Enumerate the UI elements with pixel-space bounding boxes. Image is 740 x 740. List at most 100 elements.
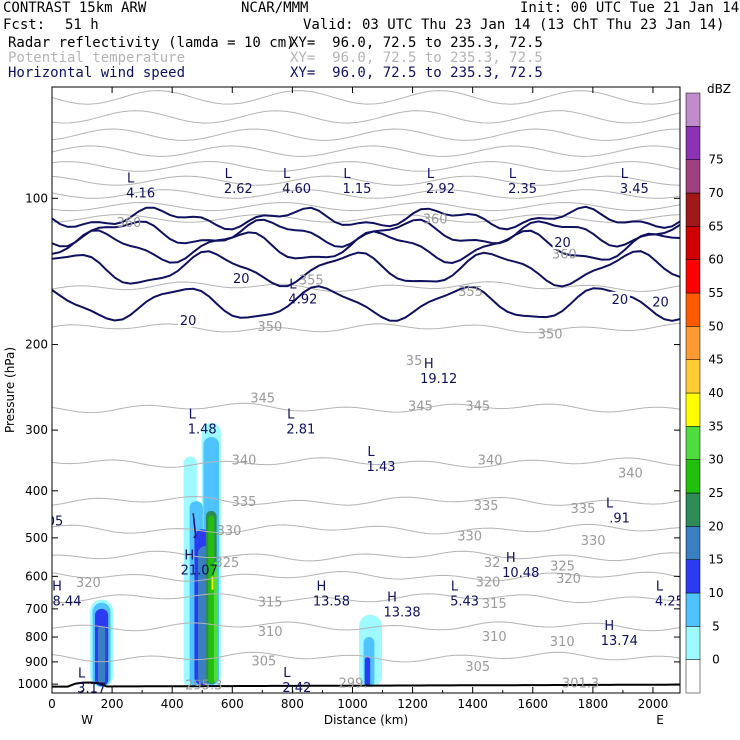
extremum-marker: H <box>52 579 62 594</box>
theta-isentrope-350 <box>52 322 680 334</box>
forecast-hours: 51 h <box>65 17 99 33</box>
colorbar-level-label: 15 <box>708 553 723 567</box>
theta-isentrope-upper <box>52 175 680 186</box>
theta-label: 320 <box>76 576 101 591</box>
theta-isentrope-upper <box>52 214 680 223</box>
x-tick-label: 200 <box>101 697 124 711</box>
extremum-value: 4.25 <box>655 594 684 609</box>
theta-label: 310 <box>258 625 283 640</box>
extremum-marker: L <box>656 579 664 594</box>
theta-label: 315 <box>482 597 507 612</box>
field-wind-name: Horizontal wind speed <box>8 65 186 81</box>
extremum-marker: L <box>509 167 517 182</box>
x-axis-west-label: W <box>81 713 93 727</box>
theta-label: 335 <box>571 502 596 517</box>
extremum-value: 19.12 <box>420 372 457 387</box>
wind-isotach <box>52 250 680 288</box>
colorbar-level-label: 40 <box>708 386 723 400</box>
theta-label: 345 <box>408 400 433 415</box>
field-reflectivity-xy: XY= 96.0, 72.5 to 235.3, 72.5 <box>290 35 543 51</box>
theta-label: 325 <box>214 556 239 571</box>
x-tick-label: 1200 <box>397 697 428 711</box>
theta-label: 360 <box>552 248 577 263</box>
theta-label: 340 <box>478 454 503 469</box>
theta-label: 310 <box>550 635 575 650</box>
extremum-value: 05 <box>47 515 64 530</box>
colorbar-bin <box>685 126 701 160</box>
theta-label: 355 <box>458 285 483 300</box>
colorbar-bin <box>685 359 701 394</box>
extremum-value: 2.92 <box>426 182 455 197</box>
colorbar-level-label: 45 <box>708 353 723 367</box>
theta-label: 305 <box>251 655 276 670</box>
colorbar-unit: dBZ <box>707 82 731 96</box>
extremum-marker: L <box>621 167 629 182</box>
wind-isotach <box>52 229 680 265</box>
y-tick-label: 600 <box>25 569 48 583</box>
theta-label: 345 <box>465 400 490 415</box>
extremum-value: 3.17 <box>77 681 106 696</box>
extremum-marker: L <box>225 167 233 182</box>
theta-contours <box>52 90 680 663</box>
wind-label: 20 <box>233 272 250 287</box>
theta-label: 335 <box>232 495 257 510</box>
y-tick-label: 500 <box>25 531 48 545</box>
extremum-value: 13.74 <box>601 634 638 649</box>
theta-isentrope-upper <box>52 90 680 105</box>
extremum-marker: L <box>283 666 291 681</box>
forecast-label: Fcst: <box>3 17 46 33</box>
colorbar-bin <box>685 592 701 627</box>
theta-label: 350 <box>257 320 282 335</box>
y-tick-label: 100 <box>25 191 48 205</box>
extremum-marker: L <box>189 408 197 423</box>
extremum-marker: L <box>289 277 297 292</box>
extremum-marker: L <box>41 500 49 515</box>
extremum-value: 1.15 <box>343 182 372 197</box>
extremum-value: 21.07 <box>181 563 218 578</box>
extremum-value: 2.42 <box>282 681 311 696</box>
extremum-marker: H <box>317 579 327 594</box>
y-tick-label: 400 <box>25 484 48 498</box>
theta-isentrope-upper <box>52 128 680 141</box>
colorbar-level-label: 30 <box>708 453 723 467</box>
extremum-marker: L <box>451 579 459 594</box>
extremum-marker: H <box>387 591 397 606</box>
wind-label: 20 <box>652 295 669 310</box>
extremum-marker: H <box>604 619 614 634</box>
y-tick-label: 700 <box>25 602 48 616</box>
colorbar-level-label: 0 <box>712 653 720 667</box>
theta-isentrope-320 <box>52 570 680 582</box>
colorbar-level-label: 5 <box>712 619 720 633</box>
extremum-marker: L <box>367 445 375 460</box>
colorbar-level-label: 20 <box>708 519 723 533</box>
extremum-marker: L <box>606 496 614 511</box>
x-tick-label: 800 <box>281 697 304 711</box>
theta-isentrope-upper <box>52 189 680 199</box>
colorbar-level-label: 55 <box>708 286 723 300</box>
y-tick-label: 1000 <box>17 677 48 691</box>
refl-cell-east-15dbz <box>364 657 371 687</box>
colorbar-bin <box>685 426 701 460</box>
extremum-value: 1.48 <box>188 423 217 438</box>
x-tick-label: 1400 <box>457 697 488 711</box>
colorbar-bin <box>685 492 701 527</box>
center-name: NCAR/MMM <box>241 0 309 16</box>
theta-label: 330 <box>457 529 482 544</box>
extremum-marker: L <box>343 167 351 182</box>
theta-label: 340 <box>618 467 643 482</box>
x-tick-label: 0 <box>48 697 56 711</box>
x-tick-label: 1800 <box>578 697 609 711</box>
theta-label: 301.3 <box>562 676 599 691</box>
field-theta-name: Potential temperature <box>8 50 186 66</box>
x-axis-east-label: E <box>656 713 664 727</box>
wind-label-knockout <box>650 294 671 309</box>
theta-label: 305 <box>465 660 490 675</box>
theta-label: 310 <box>482 630 507 645</box>
extremum-value: 13.58 <box>313 594 350 609</box>
x-tick-label: 1000 <box>337 697 368 711</box>
theta-label: 350 <box>538 328 563 343</box>
theta-isentrope-330 <box>52 523 680 535</box>
axes: 0 200 400 600 800 1000 1200 1400 1600 1800 2000 100… <box>3 87 680 727</box>
theta-isentrope-340 <box>52 457 680 468</box>
